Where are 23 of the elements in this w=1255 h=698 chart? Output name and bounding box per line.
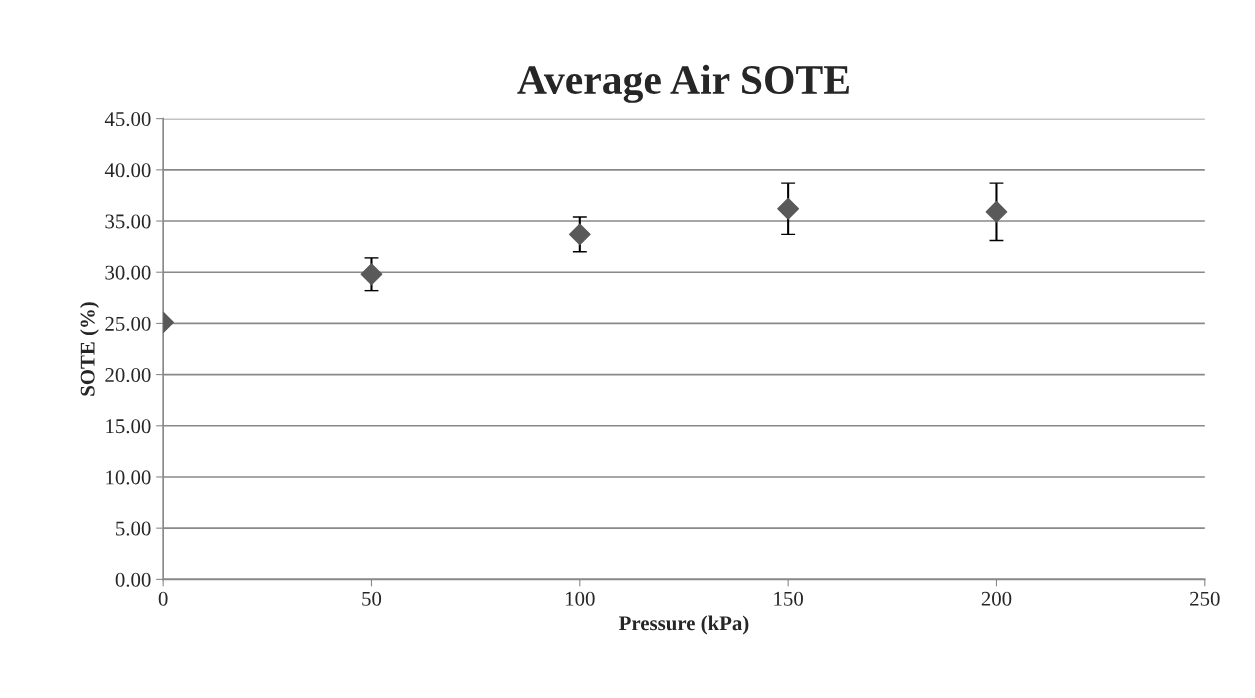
x-tick-label: 50 bbox=[362, 591, 382, 606]
x-tick-label: 200 bbox=[981, 591, 1012, 606]
chart-title: Average Air SOTE bbox=[517, 64, 849, 103]
x-axis-title: Pressure (kPa) bbox=[619, 615, 749, 635]
y-tick-label: 35.00 bbox=[105, 214, 151, 229]
x-tick-label: 100 bbox=[566, 591, 595, 606]
y-axis-title: SOTE (%) bbox=[80, 302, 99, 396]
y-tick-label: 5.00 bbox=[116, 521, 151, 536]
y-tick-label: 10.00 bbox=[106, 470, 151, 485]
x-tick-label: 0 bbox=[158, 591, 168, 606]
x-tick-label: 250 bbox=[1190, 591, 1220, 606]
y-tick-label: 40.00 bbox=[104, 163, 151, 178]
point bbox=[568, 223, 591, 246]
point bbox=[360, 263, 383, 286]
y-tick-label: 0.00 bbox=[115, 572, 151, 587]
y-tick-label: 15.00 bbox=[106, 419, 151, 434]
y-tick-label: 20.00 bbox=[105, 367, 151, 383]
y-tick-label: 30.00 bbox=[105, 265, 151, 280]
point bbox=[777, 197, 800, 220]
point bbox=[985, 200, 1008, 223]
x-tick-label: 150 bbox=[774, 591, 803, 606]
y-tick-label: 25.00 bbox=[105, 316, 151, 331]
y-tick-label: 45.00 bbox=[104, 112, 151, 127]
